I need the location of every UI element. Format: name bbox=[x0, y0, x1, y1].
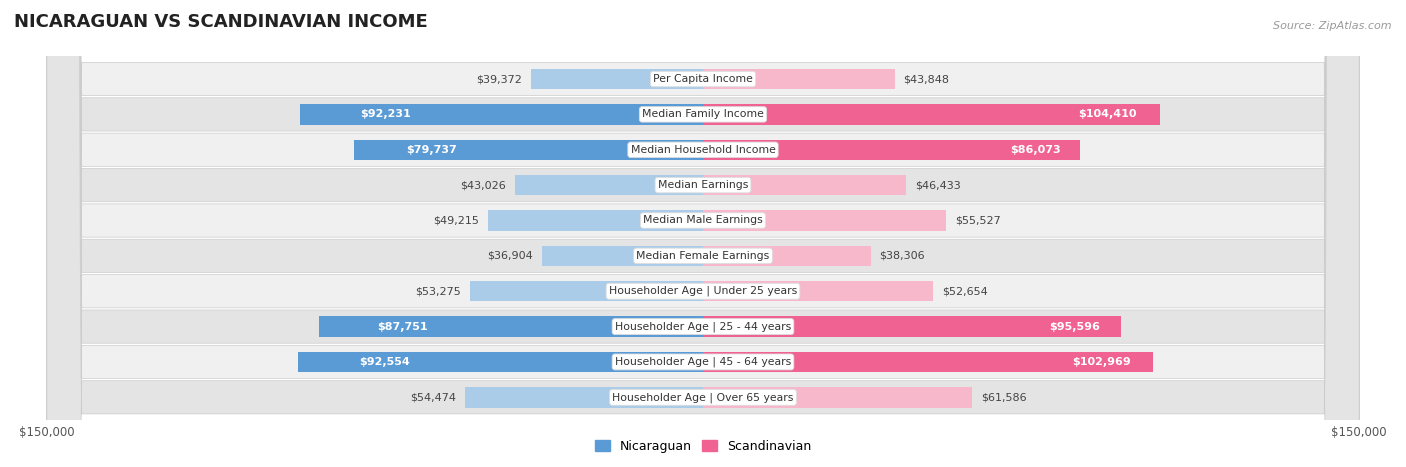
Bar bbox=[703, 104, 1160, 125]
Bar bbox=[703, 246, 870, 266]
Bar bbox=[703, 281, 934, 302]
Text: $86,073: $86,073 bbox=[1010, 145, 1060, 155]
Text: $92,231: $92,231 bbox=[360, 109, 411, 120]
Bar bbox=[703, 210, 946, 231]
Bar bbox=[298, 352, 703, 372]
Text: $39,372: $39,372 bbox=[477, 74, 522, 84]
Text: Median Earnings: Median Earnings bbox=[658, 180, 748, 190]
Bar bbox=[703, 175, 905, 195]
Text: $53,275: $53,275 bbox=[415, 286, 461, 296]
FancyBboxPatch shape bbox=[46, 0, 1360, 467]
FancyBboxPatch shape bbox=[46, 0, 1360, 467]
Text: Per Capita Income: Per Capita Income bbox=[652, 74, 754, 84]
Text: Median Male Earnings: Median Male Earnings bbox=[643, 215, 763, 226]
FancyBboxPatch shape bbox=[46, 0, 1360, 467]
Bar bbox=[703, 140, 1080, 160]
Bar bbox=[465, 387, 703, 408]
Text: $36,904: $36,904 bbox=[486, 251, 533, 261]
Text: $38,306: $38,306 bbox=[879, 251, 925, 261]
Bar bbox=[703, 387, 973, 408]
FancyBboxPatch shape bbox=[46, 0, 1360, 467]
Text: NICARAGUAN VS SCANDINAVIAN INCOME: NICARAGUAN VS SCANDINAVIAN INCOME bbox=[14, 13, 427, 31]
Text: $79,737: $79,737 bbox=[406, 145, 457, 155]
Text: Source: ZipAtlas.com: Source: ZipAtlas.com bbox=[1274, 21, 1392, 31]
Bar bbox=[470, 281, 703, 302]
Bar bbox=[703, 69, 894, 89]
Text: $55,527: $55,527 bbox=[955, 215, 1001, 226]
Text: $43,026: $43,026 bbox=[460, 180, 506, 190]
FancyBboxPatch shape bbox=[46, 0, 1360, 467]
Text: Median Household Income: Median Household Income bbox=[630, 145, 776, 155]
FancyBboxPatch shape bbox=[46, 0, 1360, 467]
Text: Householder Age | 25 - 44 years: Householder Age | 25 - 44 years bbox=[614, 321, 792, 332]
Bar bbox=[703, 352, 1153, 372]
Text: $46,433: $46,433 bbox=[915, 180, 960, 190]
Text: $104,410: $104,410 bbox=[1078, 109, 1137, 120]
Bar bbox=[354, 140, 703, 160]
Bar bbox=[319, 316, 703, 337]
Bar bbox=[488, 210, 703, 231]
Text: $54,474: $54,474 bbox=[411, 392, 456, 402]
Text: $43,848: $43,848 bbox=[904, 74, 949, 84]
Text: $61,586: $61,586 bbox=[981, 392, 1026, 402]
FancyBboxPatch shape bbox=[46, 0, 1360, 467]
Bar bbox=[541, 246, 703, 266]
Legend: Nicaraguan, Scandinavian: Nicaraguan, Scandinavian bbox=[591, 435, 815, 458]
Text: Householder Age | Under 25 years: Householder Age | Under 25 years bbox=[609, 286, 797, 297]
FancyBboxPatch shape bbox=[46, 0, 1360, 467]
FancyBboxPatch shape bbox=[46, 0, 1360, 467]
Text: $87,751: $87,751 bbox=[377, 322, 427, 332]
Text: Householder Age | 45 - 64 years: Householder Age | 45 - 64 years bbox=[614, 357, 792, 367]
Text: $49,215: $49,215 bbox=[433, 215, 479, 226]
Bar bbox=[531, 69, 703, 89]
Text: Median Female Earnings: Median Female Earnings bbox=[637, 251, 769, 261]
Text: $95,596: $95,596 bbox=[1049, 322, 1101, 332]
Bar bbox=[299, 104, 703, 125]
Bar bbox=[703, 316, 1121, 337]
Text: Median Family Income: Median Family Income bbox=[643, 109, 763, 120]
FancyBboxPatch shape bbox=[46, 0, 1360, 467]
Text: Householder Age | Over 65 years: Householder Age | Over 65 years bbox=[612, 392, 794, 403]
Text: $52,654: $52,654 bbox=[942, 286, 988, 296]
Text: $92,554: $92,554 bbox=[359, 357, 409, 367]
Bar bbox=[515, 175, 703, 195]
Text: $102,969: $102,969 bbox=[1073, 357, 1130, 367]
